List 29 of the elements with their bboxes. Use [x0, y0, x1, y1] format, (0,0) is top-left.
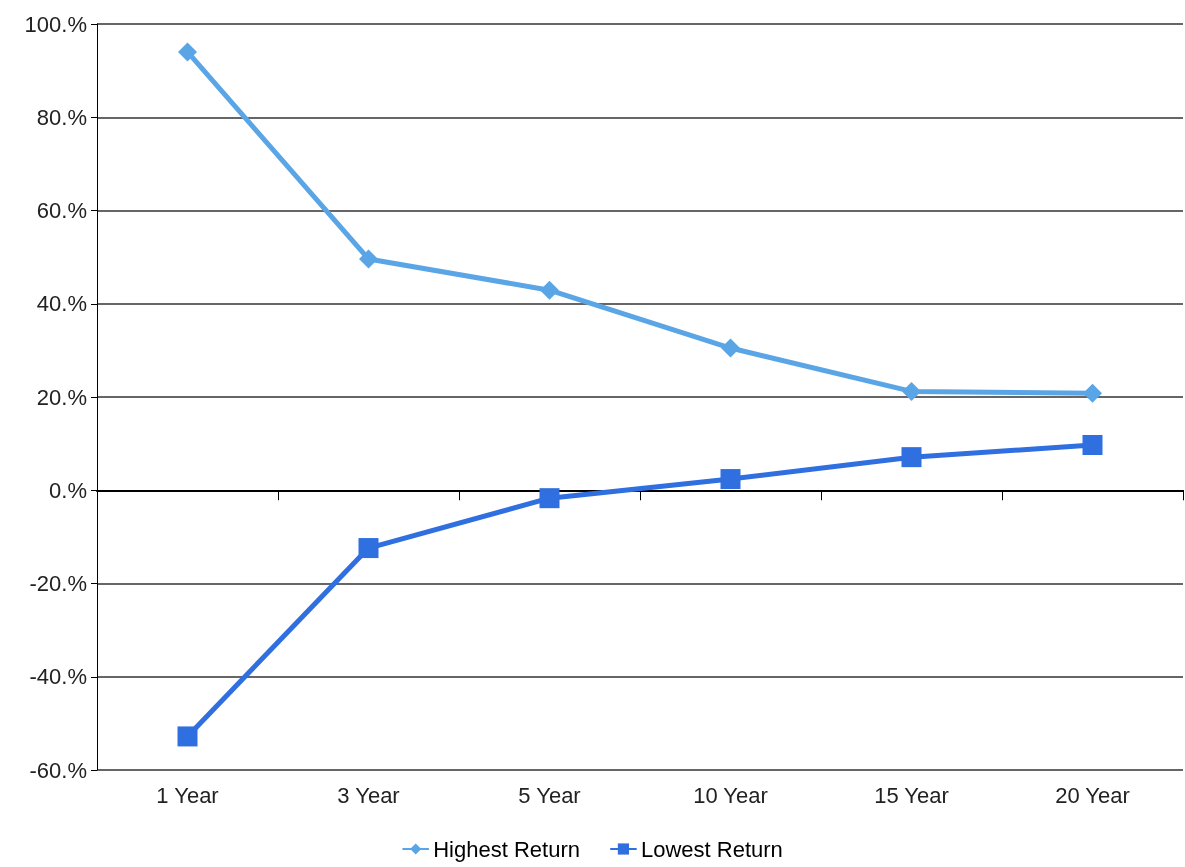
- point: [901, 447, 922, 468]
- point: [1082, 435, 1103, 456]
- x-tick-label: 10 Year: [693, 782, 768, 808]
- x-tick-label: 15 Year: [874, 782, 949, 808]
- x-tick-label: 3 Year: [337, 782, 400, 808]
- y-tick-label: 60.%: [36, 198, 87, 223]
- point: [540, 280, 559, 300]
- x-tick-label: 5 Year: [518, 782, 581, 808]
- y-tick-label: 0.%: [49, 477, 87, 503]
- x-tick-label: 1 Year: [156, 782, 219, 808]
- point: [721, 338, 740, 358]
- legend-label: Highest Return: [433, 836, 580, 862]
- point: [358, 538, 379, 559]
- legend-label: Lowest Return: [640, 836, 783, 862]
- y-tick-label: -60.%: [29, 757, 87, 783]
- point: [539, 488, 560, 509]
- x-tick-label: 20 Year: [1055, 782, 1130, 808]
- y-tick-label: 20.%: [36, 384, 87, 410]
- y-tick-label: -40.%: [29, 664, 87, 690]
- point: [178, 42, 197, 62]
- y-tick-label: 40.%: [36, 291, 87, 317]
- point: [177, 726, 198, 747]
- point: [902, 381, 921, 401]
- y-tick-label: 80.%: [36, 104, 87, 130]
- point: [720, 469, 741, 490]
- y-tick-label: -20.%: [29, 571, 87, 596]
- y-tick-label: 100.%: [24, 11, 87, 37]
- point: [1083, 383, 1102, 403]
- point: [359, 249, 378, 269]
